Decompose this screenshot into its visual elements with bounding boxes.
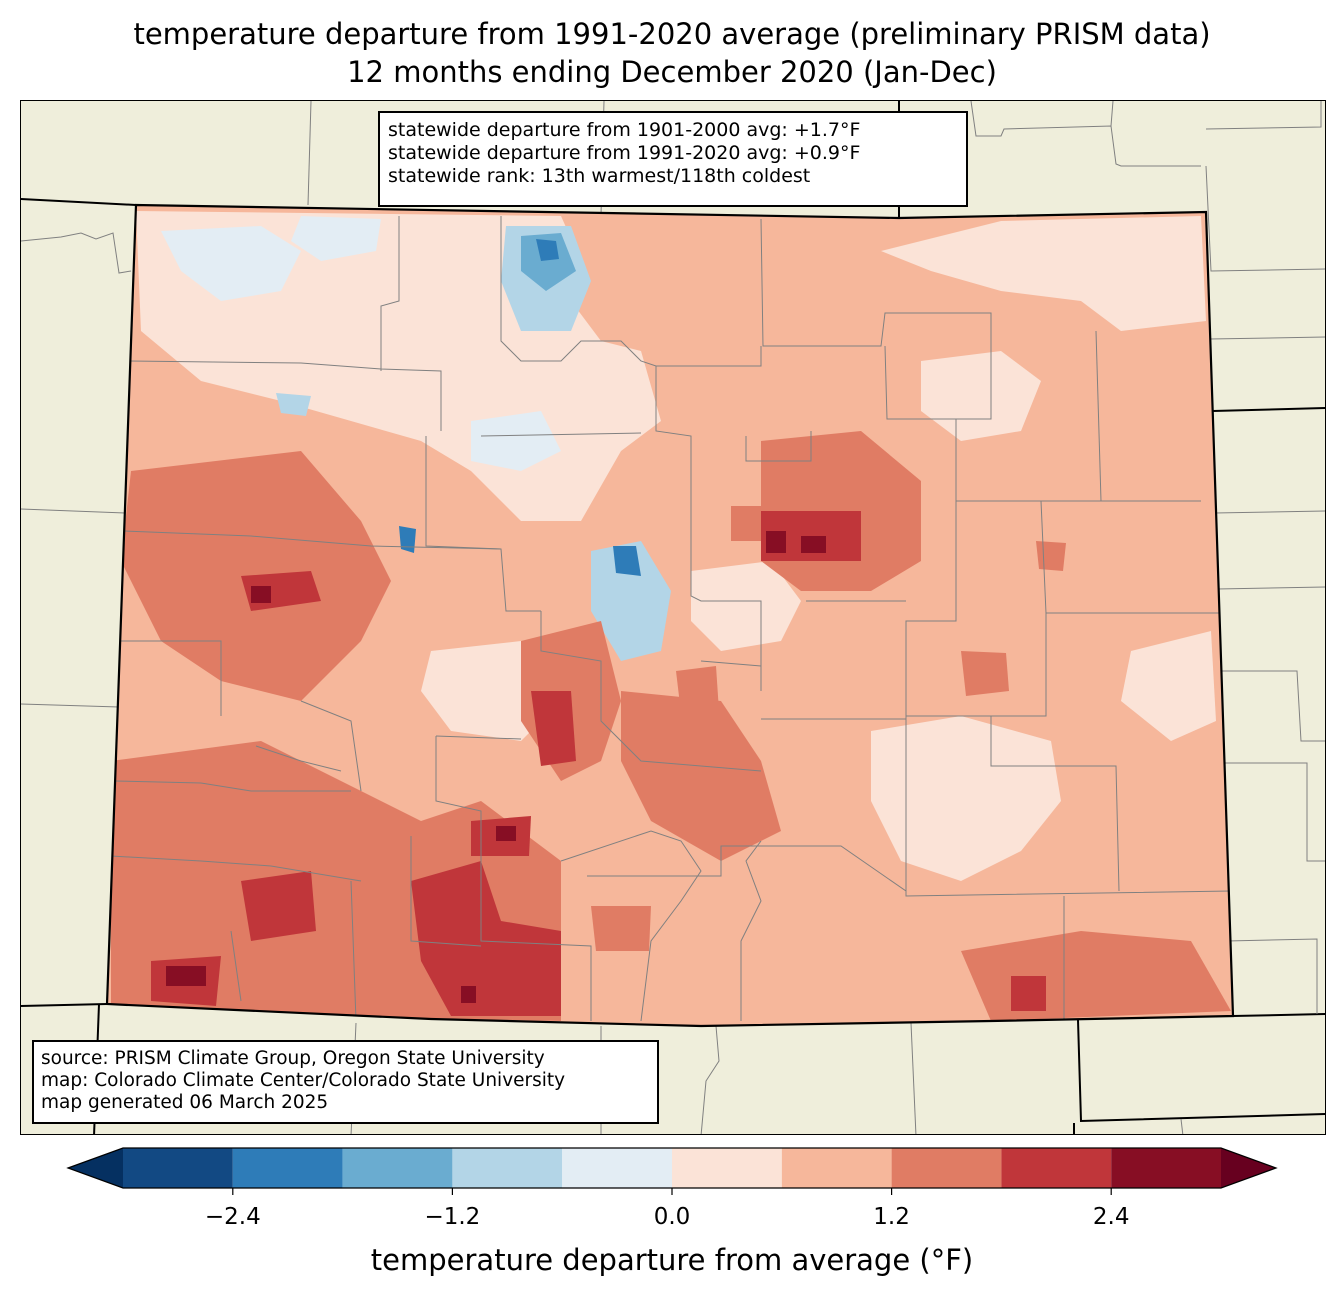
colorbar-bin (452, 1148, 563, 1188)
colorbar-bin (562, 1148, 672, 1188)
stats-line-rank: statewide rank: 13th warmest/118th colde… (388, 165, 811, 187)
colorbar-outline (66, 1147, 1278, 1189)
colorbar-tick-label: 0.0 (653, 1204, 691, 1230)
stats-line-1991-2020: statewide departure from 1991-2020 avg: … (388, 142, 861, 164)
colorbar-extend-low (68, 1148, 123, 1188)
colorbar-tick-label: 1.2 (873, 1204, 910, 1230)
credits-source: source: PRISM Climate Group, Oregon Stat… (41, 1048, 545, 1069)
colorbar-extend-high (1221, 1148, 1276, 1188)
colorbar (66, 1147, 1278, 1195)
colorbar-tick-label: −2.4 (204, 1204, 261, 1230)
credits-box: source: PRISM Climate Group, Oregon Stat… (32, 1040, 659, 1124)
colorbar-bin (672, 1148, 782, 1188)
colorbar-bin (1111, 1148, 1221, 1188)
colorbar-bin (232, 1148, 343, 1188)
credits-map: map: Colorado Climate Center/Colorado St… (41, 1070, 566, 1091)
map-frame (20, 100, 1326, 1135)
colorbar-bin (123, 1148, 233, 1188)
colorbar-bin (781, 1148, 892, 1188)
colorado-map (21, 101, 1325, 1134)
colorbar-bin (891, 1148, 1002, 1188)
map-title-line1: temperature departure from 1991-2020 ave… (133, 17, 1211, 51)
temperature-field (107, 205, 1233, 1026)
credits-generated: map generated 06 March 2025 (41, 1092, 329, 1113)
map-title-line2: 12 months ending December 2020 (Jan-Dec) (347, 55, 997, 89)
colorbar-bin (342, 1148, 453, 1188)
stats-line-1901-2000: statewide departure from 1901-2000 avg: … (388, 119, 861, 141)
colorbar-label: temperature departure from average (°F) (370, 1243, 974, 1277)
colorado-border (105, 203, 1235, 1028)
colorbar-tick-label: −1.2 (424, 1204, 481, 1230)
statewide-stats-box: statewide departure from 1901-2000 avg: … (378, 111, 968, 207)
colorbar-tick-label: 2.4 (1092, 1204, 1130, 1230)
colorbar-bin (1001, 1148, 1112, 1188)
county-boundaries (110, 216, 1232, 1022)
